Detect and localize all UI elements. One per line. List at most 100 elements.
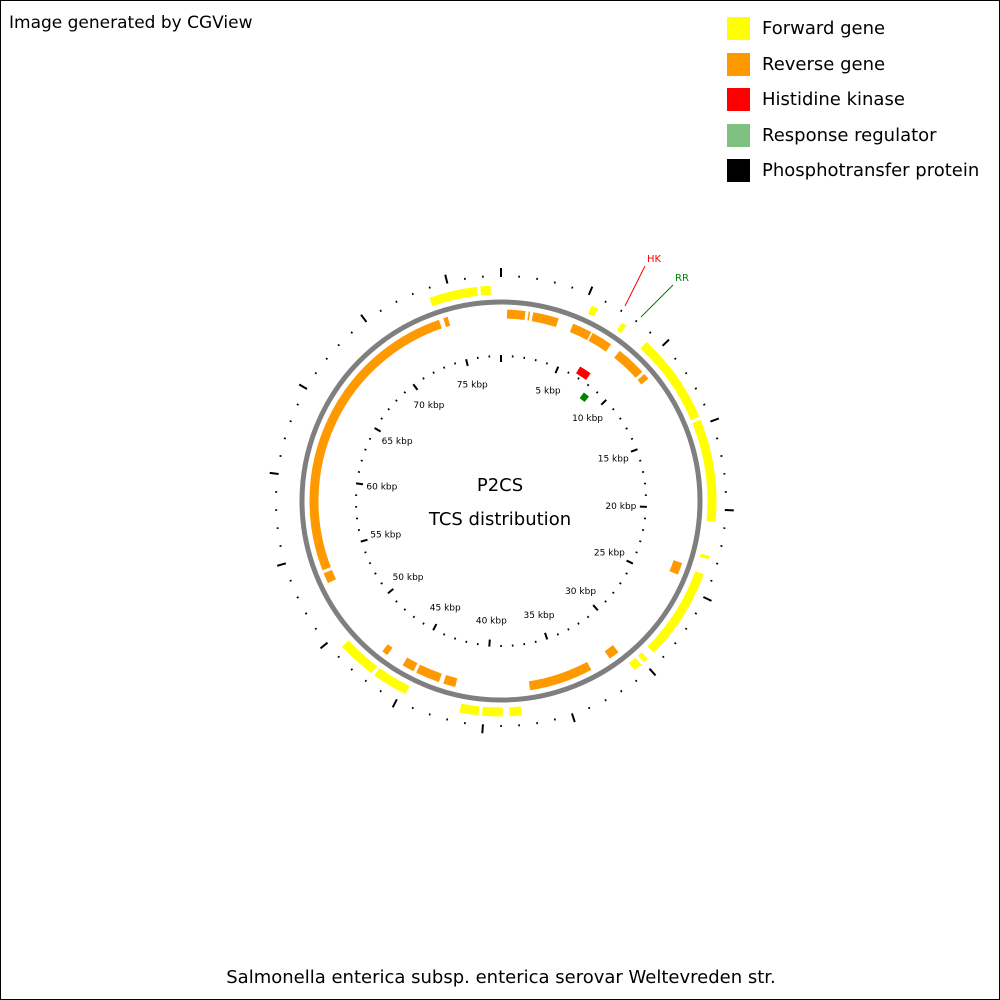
outer-major-tick — [702, 596, 712, 602]
kbp-tick-label: 10 kbp — [572, 414, 603, 424]
outer-minor-tick — [588, 706, 591, 710]
inner-minor-tick — [639, 459, 642, 462]
inner-major-tick — [465, 359, 469, 367]
inner-minor-tick — [443, 633, 446, 636]
legend-label-forward-gene: Forward gene — [762, 18, 886, 40]
forward-gene-arc — [640, 342, 700, 421]
legend-swatch-reverse-gene — [727, 52, 750, 76]
legend-label-response-regulator: Response regulator — [762, 124, 937, 146]
reverse-gene-arc — [528, 661, 592, 691]
reverse-gene-arc — [531, 312, 559, 327]
kbp-tick-label: 15 kbp — [598, 454, 629, 464]
reverse-gene-arc — [588, 332, 612, 352]
forward-gene-arc — [342, 640, 377, 674]
forward-gene-arc — [706, 485, 717, 522]
legend-item-reverse-gene: Reverse gene — [727, 47, 979, 83]
inner-minor-tick — [630, 437, 634, 440]
outer-minor-tick — [283, 437, 287, 440]
map-title: P2CS — [477, 475, 523, 496]
outer-minor-tick — [674, 357, 677, 360]
legend-swatch-histidine-kinase — [727, 88, 750, 112]
inner-major-tick — [387, 588, 394, 595]
reverse-gene-arc — [382, 644, 393, 656]
kbp-tick-label: 55 kbp — [370, 530, 401, 540]
kbp-tick-label: 75 kbp — [457, 380, 488, 390]
outer-minor-tick — [325, 357, 328, 360]
inner-minor-tick — [403, 391, 407, 394]
outer-minor-tick — [620, 689, 623, 693]
legend-swatch-response-regulator — [727, 123, 750, 147]
inner-minor-tick — [635, 551, 638, 554]
outer-major-tick — [360, 314, 368, 323]
kbp-tick-label: 60 kbp — [366, 483, 397, 493]
outer-minor-tick — [304, 612, 308, 615]
hk-label-leader — [624, 265, 646, 307]
inner-minor-tick — [395, 399, 398, 402]
outer-major-tick — [710, 417, 720, 423]
inner-minor-tick — [364, 448, 367, 451]
outer-major-tick — [444, 274, 449, 284]
inner-minor-tick — [612, 591, 615, 594]
inner-minor-tick — [412, 615, 416, 619]
inner-minor-tick — [625, 572, 628, 575]
outer-minor-tick — [703, 403, 706, 406]
inner-minor-tick — [567, 628, 570, 631]
outer-major-tick — [481, 724, 484, 734]
inner-major-tick — [488, 639, 491, 647]
outer-tick-ring — [269, 268, 734, 734]
outer-major-tick — [319, 641, 329, 650]
inner-minor-tick — [422, 622, 425, 625]
inner-minor-tick — [368, 562, 372, 565]
feature-label-group: HK RR — [624, 254, 689, 318]
outer-major-tick — [570, 713, 576, 723]
inner-tick-ring: 5 kbp 10 kbp 15 kbp 20 kbp 25 kbp 30 kbp 35 kb… — [355, 355, 647, 647]
reverse-gene-arc — [669, 560, 683, 575]
inner-major-tick — [432, 623, 438, 631]
outer-minor-tick — [715, 437, 719, 440]
reverse-gene-arc — [443, 317, 451, 327]
outer-minor-tick — [684, 371, 688, 375]
inner-minor-tick — [403, 608, 407, 611]
reverse-gene-arc — [506, 309, 526, 321]
outer-minor-tick — [694, 387, 698, 390]
outer-minor-tick — [379, 689, 382, 693]
outer-minor-tick — [296, 403, 299, 406]
outer-minor-tick — [289, 579, 292, 582]
inner-minor-tick — [454, 637, 457, 640]
outer-minor-tick — [571, 286, 574, 289]
forward-gene-arc — [588, 305, 599, 317]
reverse-gene-arc — [309, 319, 442, 571]
legend-item-phosphotransfer-protein: Phosphotransfer protein — [727, 153, 979, 189]
legend-label-phosphotransfer-protein: Phosphotransfer protein — [762, 160, 980, 182]
outer-minor-tick — [411, 706, 414, 710]
legend-swatch-forward-gene — [727, 17, 750, 41]
kbp-tick-label: 40 kbp — [476, 617, 507, 627]
rr-label: RR — [675, 273, 689, 284]
kbp-tick-label: 45 kbp — [430, 603, 461, 613]
rr-label-leader — [640, 284, 674, 318]
legend-item-forward-gene: Forward gene — [727, 11, 979, 47]
reverse-gene-arc — [443, 675, 458, 687]
reverse-gene-arc — [323, 569, 337, 584]
outer-minor-tick — [337, 343, 341, 347]
inner-minor-tick — [567, 371, 570, 374]
inner-major-tick — [360, 538, 368, 543]
forward-gene-arc — [481, 706, 503, 717]
inner-major-tick — [544, 632, 549, 640]
outer-minor-tick — [710, 579, 713, 582]
reverse-gene-arc — [637, 374, 649, 385]
outer-major-tick — [269, 471, 279, 475]
outer-minor-tick — [648, 331, 652, 334]
legend-item-histidine-kinase: Histidine kinase — [727, 82, 979, 118]
outer-minor-tick — [604, 300, 607, 304]
inner-minor-tick — [374, 572, 377, 575]
reverse-gene-track — [309, 309, 683, 691]
kbp-tick-label: 25 kbp — [594, 548, 625, 558]
outer-major-tick — [587, 286, 594, 296]
forward-gene-arc — [647, 571, 704, 653]
legend-item-response-regulator: Response regulator — [727, 118, 979, 154]
reverse-gene-arc — [402, 657, 418, 672]
inner-minor-tick — [619, 582, 622, 585]
outer-minor-tick — [350, 668, 354, 671]
